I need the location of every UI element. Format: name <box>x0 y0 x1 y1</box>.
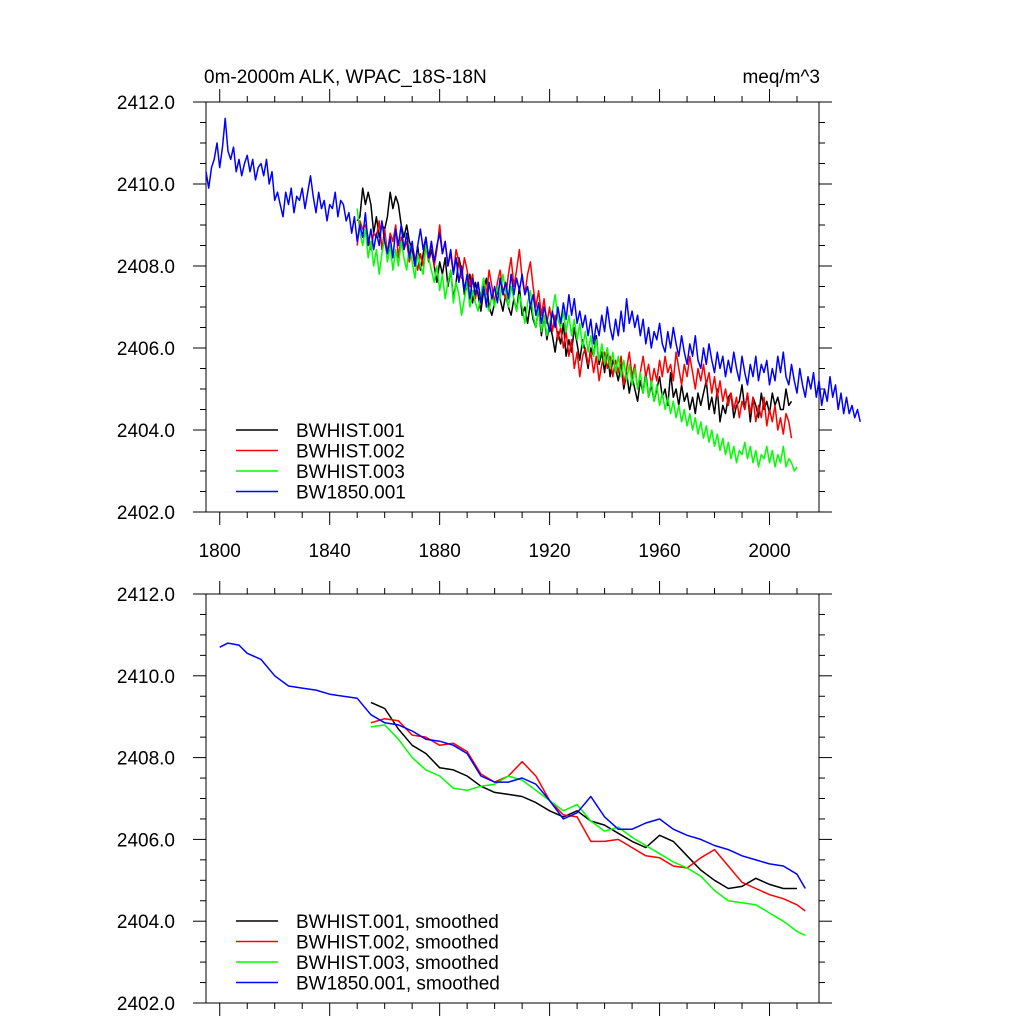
x-tick-label: 2000 <box>748 541 790 562</box>
series-line <box>370 717 806 912</box>
series-line <box>370 701 797 890</box>
legend-label: BWHIST.001, smoothed <box>296 912 499 933</box>
units-label: meq/m^3 <box>742 67 820 88</box>
y-tick-label: 2404.0 <box>117 421 175 442</box>
series-line <box>370 724 806 937</box>
legend-label: BWHIST.002 <box>296 442 405 463</box>
y-tick-label: 2410.0 <box>117 667 175 688</box>
top-panel: 0m-2000m ALK, WPAC_18S-18N meq/m^3 2402.… <box>117 67 861 562</box>
x-tick-label: 1960 <box>638 541 680 562</box>
y-tick-label: 2402.0 <box>117 503 175 524</box>
bottom-panel: 2402.0 2404.0 2406.0 2408.0 2410.0 2412.0 BWH… <box>117 581 832 1016</box>
x-tick-label: 1840 <box>309 541 351 562</box>
y-tick-label: 2408.0 <box>117 257 175 278</box>
y-tick-label: 2412.0 <box>117 585 175 606</box>
legend-label: BWHIST.003 <box>296 462 405 483</box>
series-lines <box>205 117 861 472</box>
legend-label: BWHIST.001 <box>296 421 405 442</box>
y-tick-label: 2406.0 <box>117 830 175 851</box>
legend-label: BWHIST.003, smoothed <box>296 953 499 974</box>
y-axis-ticks: 2402.0 2404.0 2406.0 2408.0 2410.0 2412.0 <box>117 585 832 1015</box>
legend-label: BW1850.001, smoothed <box>296 974 500 995</box>
y-tick-label: 2410.0 <box>117 175 175 196</box>
series-lines <box>219 642 806 937</box>
legend-label: BWHIST.002, smoothed <box>296 933 499 954</box>
series-line <box>205 117 861 422</box>
x-tick-label: 1880 <box>419 541 461 562</box>
y-tick-label: 2406.0 <box>117 339 175 360</box>
chart-title: 0m-2000m ALK, WPAC_18S-18N <box>204 67 487 88</box>
series-line <box>356 208 798 472</box>
y-axis-ticks: 2402.0 2404.0 2406.0 2408.0 2410.0 2412.0 <box>117 93 832 524</box>
x-tick-label: 1920 <box>528 541 570 562</box>
legend-label: BW1850.001 <box>296 483 406 504</box>
y-tick-label: 2412.0 <box>117 93 175 114</box>
y-tick-label: 2404.0 <box>117 912 175 933</box>
series-line <box>219 642 806 889</box>
y-tick-label: 2402.0 <box>117 994 175 1015</box>
y-tick-label: 2408.0 <box>117 749 175 770</box>
x-axis-ticks: 1800 1840 1880 1920 1960 2000 <box>199 89 798 562</box>
x-tick-label: 1800 <box>199 541 241 562</box>
x-axis-ticks <box>219 581 798 1016</box>
